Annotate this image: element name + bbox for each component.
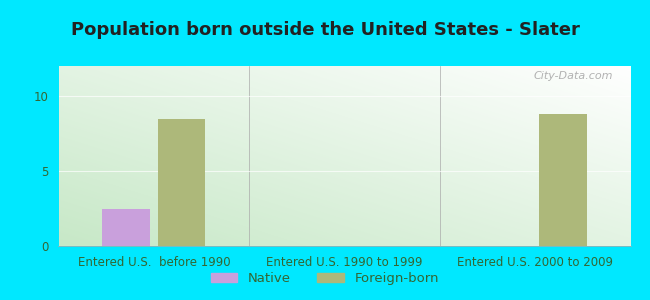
Bar [158,118,205,246]
Legend: Native, Foreign-born: Native, Foreign-born [206,267,444,290]
Bar [102,208,150,246]
Text: City-Data.com: City-Data.com [534,71,614,81]
Text: Population born outside the United States - Slater: Population born outside the United State… [71,21,579,39]
Bar [539,114,587,246]
